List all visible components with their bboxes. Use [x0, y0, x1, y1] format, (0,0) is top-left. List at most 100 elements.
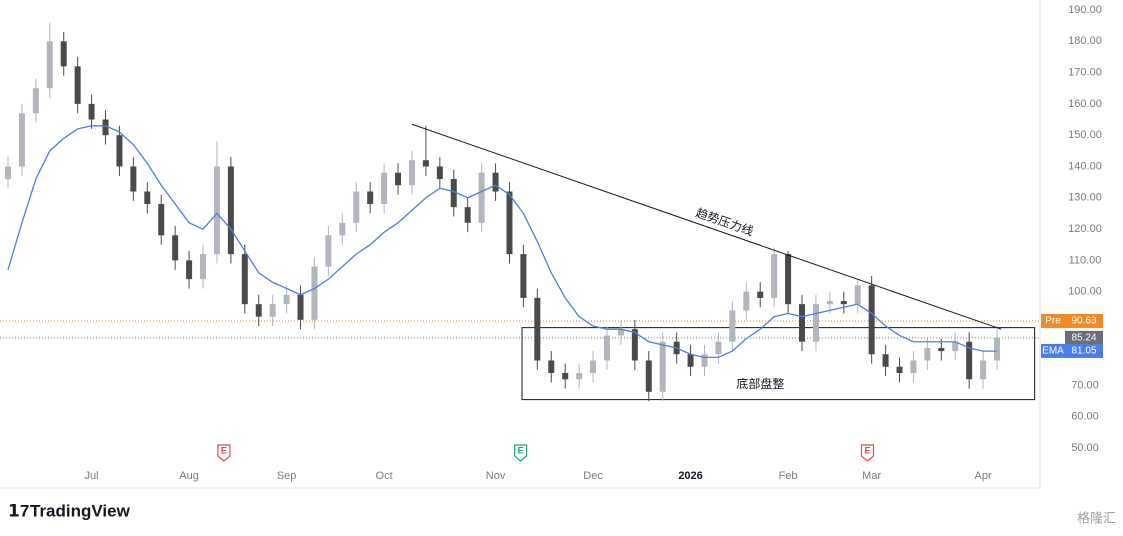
- box-label: 底部盘整: [736, 376, 784, 391]
- candle-body: [283, 294, 290, 305]
- pre-tag-value: 90.63: [1071, 316, 1096, 327]
- candle-body: [924, 347, 931, 361]
- candle-body: [743, 291, 750, 311]
- y-tick-label: 190.00: [1068, 4, 1102, 16]
- trendline: [411, 123, 1002, 330]
- candle-body: [60, 41, 67, 67]
- candle-body: [910, 360, 917, 374]
- y-tick-label: 160.00: [1068, 98, 1102, 110]
- candle-body: [994, 337, 1001, 361]
- trendline-label: 趋势压力线: [694, 206, 755, 239]
- x-tick-label: Jul: [85, 470, 99, 482]
- watermark: 格隆汇: [1077, 510, 1116, 525]
- y-tick-label: 110.00: [1069, 254, 1102, 266]
- x-tick-label: 2026: [678, 470, 702, 482]
- x-tick-label: Apr: [975, 470, 992, 482]
- candle-body: [771, 254, 778, 298]
- x-tick-label: Feb: [779, 470, 798, 482]
- candle-body: [882, 354, 889, 367]
- event-marker: [514, 444, 528, 462]
- candle-body: [548, 360, 555, 374]
- candle-body: [715, 341, 722, 355]
- candle-body: [158, 204, 165, 236]
- event-marker: [217, 444, 231, 462]
- candle-body: [144, 191, 151, 205]
- candle-body: [492, 172, 499, 192]
- candle-body: [645, 360, 652, 392]
- candle-body: [186, 260, 193, 280]
- candle-body: [311, 266, 318, 320]
- candle-body: [269, 304, 276, 317]
- candle-body: [576, 373, 583, 380]
- event-marker: [860, 444, 875, 462]
- y-tick-label: 180.00: [1068, 35, 1102, 47]
- candle-body: [938, 347, 945, 352]
- candle-body: [241, 254, 248, 305]
- ema-tag-name: EMA: [1042, 346, 1064, 357]
- candle-body: [617, 329, 624, 336]
- y-tick-label: 120.00: [1068, 223, 1102, 235]
- candle-body: [436, 166, 443, 179]
- y-tick-label: 140.00: [1068, 160, 1102, 172]
- y-tick-label: 50.00: [1071, 442, 1099, 454]
- y-tick-label: 70.00: [1071, 379, 1099, 391]
- candle-body: [603, 335, 610, 361]
- candle-body: [172, 235, 179, 261]
- pre-tag-name: Pre: [1045, 316, 1061, 327]
- consolidation-box: [521, 327, 1036, 401]
- ema-tag-value: 81.05: [1071, 346, 1096, 357]
- y-tick-label: 60.00: [1071, 411, 1099, 423]
- candle-body: [562, 373, 569, 380]
- candle-body: [381, 172, 388, 205]
- candle-body: [659, 341, 666, 392]
- candle-body: [88, 103, 95, 120]
- candle-body: [227, 166, 234, 255]
- candle-body: [200, 254, 207, 280]
- candle-body: [840, 301, 847, 305]
- candle-body: [729, 310, 736, 342]
- candle-body: [339, 222, 346, 236]
- candle-body: [255, 304, 262, 317]
- branding: TradingView: [30, 501, 131, 520]
- candle-body: [32, 88, 39, 114]
- y-tick-label: 170.00: [1068, 67, 1102, 79]
- candle-body: [980, 360, 987, 380]
- candle-body: [785, 254, 792, 305]
- candle-body: [74, 66, 81, 104]
- candle-body: [116, 135, 123, 167]
- candle-body: [102, 119, 109, 136]
- candle-body: [478, 172, 485, 223]
- candle-body: [868, 285, 875, 355]
- candle-body: [450, 178, 457, 208]
- candle-body: [590, 360, 597, 374]
- candle-body: [464, 207, 471, 223]
- candle-body: [408, 160, 415, 186]
- candle-body: [952, 341, 959, 352]
- logo: 𝟭7: [8, 501, 29, 520]
- candle-body: [799, 304, 806, 342]
- candle-body: [687, 354, 694, 367]
- candle-body: [5, 166, 11, 179]
- y-tick-label: 130.00: [1068, 192, 1102, 204]
- y-tick-label: 100.00: [1068, 286, 1102, 298]
- candle-body: [506, 191, 513, 255]
- candle-body: [701, 354, 708, 367]
- x-tick-label: Oct: [376, 470, 393, 482]
- candle-body: [353, 191, 360, 223]
- candle-body: [297, 294, 304, 320]
- candle-body: [520, 254, 527, 298]
- x-tick-label: Sep: [277, 470, 297, 482]
- candle-body: [534, 297, 541, 361]
- ema-line: [7, 125, 998, 359]
- x-tick-label: Nov: [486, 470, 506, 482]
- candle-body: [631, 329, 638, 361]
- candle-body: [46, 41, 53, 89]
- event-label: E: [864, 445, 870, 455]
- candle-body: [395, 172, 402, 186]
- candle-body: [18, 113, 25, 167]
- pre-tag-value-bg: [1065, 313, 1103, 328]
- candle-body: [325, 235, 332, 267]
- event-label: E: [221, 445, 227, 455]
- last-tag-value: 85.24: [1071, 332, 1096, 343]
